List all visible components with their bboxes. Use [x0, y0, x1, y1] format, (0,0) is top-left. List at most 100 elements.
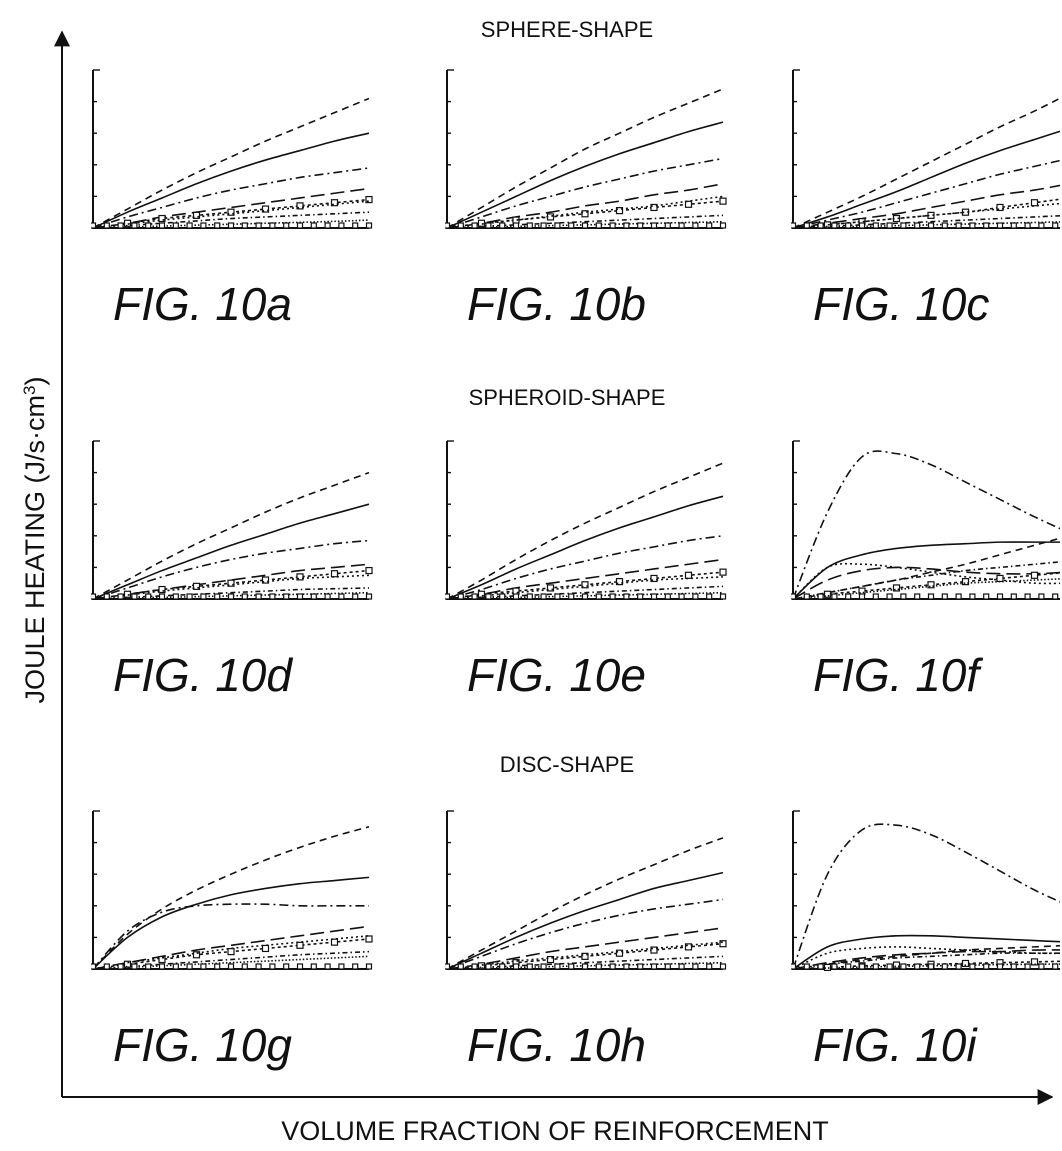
series-line-dashdot	[446, 157, 724, 229]
baseline-marker	[255, 963, 262, 970]
group-title-disc: DISC-SHAPE	[500, 752, 634, 777]
baseline-marker	[969, 593, 976, 600]
series-line-dashed	[792, 944, 1060, 970]
baseline-marker	[283, 963, 290, 970]
series-line-dashed	[92, 826, 370, 970]
baseline-marker	[310, 593, 317, 600]
baseline-marker	[623, 593, 630, 600]
series-marker	[296, 202, 304, 210]
baseline-marker	[131, 593, 138, 600]
baseline-marker	[692, 593, 699, 600]
series-marker	[650, 946, 658, 954]
baseline-marker	[158, 222, 166, 229]
baseline-marker	[914, 593, 921, 600]
series-group	[445, 88, 727, 229]
baseline-marker	[117, 963, 124, 970]
series-group	[791, 97, 1060, 229]
series-marker	[719, 197, 727, 205]
baseline-marker	[872, 593, 879, 600]
baseline-marker	[526, 222, 533, 229]
baseline-marker	[900, 593, 907, 600]
baseline-marker	[200, 593, 207, 600]
series-line-dashdot2	[92, 211, 370, 229]
series-line-fine	[792, 578, 1060, 600]
baseline-marker	[927, 593, 935, 600]
baseline-marker	[1010, 963, 1017, 970]
series-marker	[927, 581, 935, 589]
figure-label: FIG. 10e	[467, 649, 646, 701]
panels: FIG. 10a FIG. 10b FIG. 10c FIG. 10d FIG. 10e…	[91, 69, 1060, 1071]
series-group	[445, 462, 727, 600]
series-marker	[192, 582, 201, 590]
baseline-marker	[609, 593, 616, 600]
baseline-marker	[310, 222, 317, 229]
baseline-marker	[499, 963, 506, 970]
baseline-marker	[186, 222, 193, 229]
baseline-marker	[526, 963, 533, 970]
baseline-marker	[512, 963, 520, 970]
baseline-marker	[145, 593, 152, 600]
series-marker	[823, 963, 832, 972]
series-marker	[365, 195, 373, 204]
baseline-marker	[365, 593, 373, 600]
baseline-marker	[719, 963, 727, 970]
baseline-marker	[310, 963, 317, 970]
baseline-marker	[568, 222, 575, 229]
baseline-marker	[1024, 222, 1031, 229]
baseline-marker	[445, 222, 451, 229]
baseline-marker	[554, 222, 561, 229]
baseline-marker	[650, 963, 658, 970]
series-marker	[477, 590, 486, 598]
baseline-marker	[791, 593, 797, 600]
series-marker	[158, 955, 166, 964]
baseline-marker	[554, 963, 561, 970]
baseline-marker	[941, 222, 948, 229]
baseline-marker	[692, 963, 699, 970]
baseline-marker	[637, 963, 644, 970]
panel-fig-10b: FIG. 10b	[445, 69, 727, 330]
baseline-marker	[283, 593, 290, 600]
panel-fig-10f: FIG. 10f	[791, 440, 1060, 701]
baseline-marker	[1038, 222, 1045, 229]
series-line-dashdot	[446, 535, 724, 600]
series-marker	[365, 935, 373, 943]
baseline-marker	[568, 593, 575, 600]
baseline-marker	[595, 222, 602, 229]
baseline-marker	[485, 593, 492, 600]
baseline-marker	[131, 222, 138, 229]
baseline-marker	[955, 593, 962, 600]
series-line-dashed	[792, 97, 1060, 229]
baseline-marker	[872, 222, 879, 229]
baseline-marker	[338, 222, 345, 229]
baseline-marker	[1052, 593, 1059, 600]
baseline-marker	[858, 593, 866, 600]
baseline-marker	[996, 963, 1004, 970]
baseline-marker	[581, 222, 589, 229]
series-line-longdash	[92, 187, 370, 229]
baseline-marker	[145, 963, 152, 970]
baseline-marker	[706, 593, 713, 600]
series-line-dashdot2	[446, 214, 724, 229]
panel-axes	[792, 441, 1060, 600]
series-line-fine	[92, 591, 370, 600]
baseline-marker	[996, 593, 1004, 600]
series-marker	[365, 566, 373, 575]
baseline-marker	[886, 222, 893, 229]
series-marker	[261, 205, 270, 213]
baseline-marker	[296, 593, 304, 600]
baseline-marker	[131, 963, 138, 970]
baseline-marker	[581, 963, 589, 970]
series-line-solid	[92, 876, 370, 970]
baseline-marker	[983, 963, 990, 970]
baseline-marker	[445, 963, 451, 970]
baseline-marker	[983, 593, 990, 600]
series-line-dashdot2	[792, 214, 1060, 229]
baseline-marker	[241, 963, 248, 970]
series-marker	[650, 203, 658, 212]
baseline-marker	[650, 222, 658, 229]
series-marker	[615, 207, 624, 215]
series-marker	[546, 955, 555, 964]
baseline-marker	[172, 963, 179, 970]
series-line-longdash	[792, 566, 1060, 600]
series-line-dashdot2	[792, 952, 1060, 970]
